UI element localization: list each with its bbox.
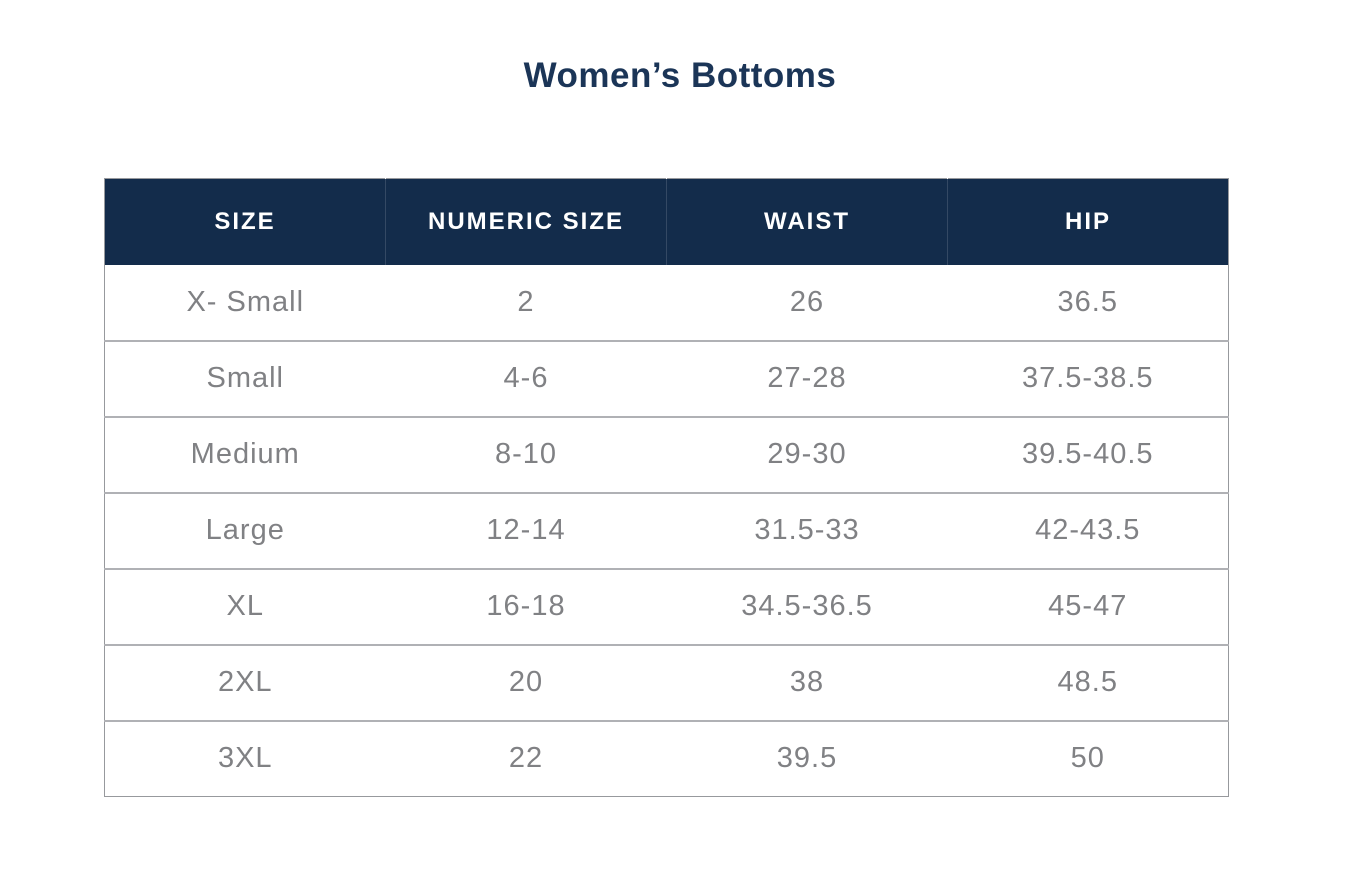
- table-cell: 38: [666, 643, 948, 721]
- table-header-row: SIZE NUMERIC SIZE WAIST HIP: [104, 178, 1229, 265]
- table-row: Large 12-14 31.5-33 42-43.5: [104, 491, 1229, 569]
- table-cell: 16-18: [385, 567, 667, 645]
- table-cell: 22: [385, 719, 667, 797]
- table-cell: 34.5-36.5: [666, 567, 948, 645]
- table-cell: Small: [104, 339, 386, 417]
- table-row: Small 4-6 27-28 37.5-38.5: [104, 339, 1229, 417]
- table-cell: Large: [104, 491, 386, 569]
- table-cell: 20: [385, 643, 667, 721]
- table-row: 2XL 20 38 48.5: [104, 643, 1229, 721]
- table-cell: X- Small: [104, 264, 386, 341]
- table-cell: 26: [666, 264, 948, 341]
- table-cell: 2: [385, 264, 667, 341]
- table-row: Medium 8-10 29-30 39.5-40.5: [104, 415, 1229, 493]
- table-cell: 8-10: [385, 415, 667, 493]
- table-cell: 50: [947, 719, 1229, 797]
- table-cell: 12-14: [385, 491, 667, 569]
- table-row: X- Small 2 26 36.5: [104, 264, 1229, 341]
- table-cell: 31.5-33: [666, 491, 948, 569]
- table-cell: 2XL: [104, 643, 386, 721]
- table-cell: XL: [104, 567, 386, 645]
- table-row: 3XL 22 39.5 50: [104, 719, 1229, 797]
- table-cell: 48.5: [947, 643, 1229, 721]
- table-header: SIZE NUMERIC SIZE WAIST HIP: [104, 178, 1229, 265]
- column-header: NUMERIC SIZE: [385, 178, 667, 265]
- table-cell: 45-47: [947, 567, 1229, 645]
- table-cell: 36.5: [947, 264, 1229, 341]
- table-body: X- Small 2 26 36.5 Small 4-6 27-28 37.5-38.5 Med…: [104, 264, 1229, 797]
- column-header: HIP: [947, 178, 1229, 265]
- column-header: WAIST: [666, 178, 948, 265]
- page-title: Women’s Bottoms: [523, 56, 837, 95]
- table-cell: Medium: [104, 415, 386, 493]
- table-cell: 3XL: [104, 719, 386, 797]
- table-cell: 39.5-40.5: [947, 415, 1229, 493]
- table-cell: 37.5-38.5: [947, 339, 1229, 417]
- table-cell: 27-28: [666, 339, 948, 417]
- table-row: XL 16-18 34.5-36.5 45-47: [104, 567, 1229, 645]
- table-cell: 4-6: [385, 339, 667, 417]
- table-cell: 42-43.5: [947, 491, 1229, 569]
- column-header: SIZE: [104, 178, 386, 265]
- size-chart-table: SIZE NUMERIC SIZE WAIST HIP X- Small 2 26 36.5…: [104, 178, 1229, 797]
- table-cell: 29-30: [666, 415, 948, 493]
- table-cell: 39.5: [666, 719, 948, 797]
